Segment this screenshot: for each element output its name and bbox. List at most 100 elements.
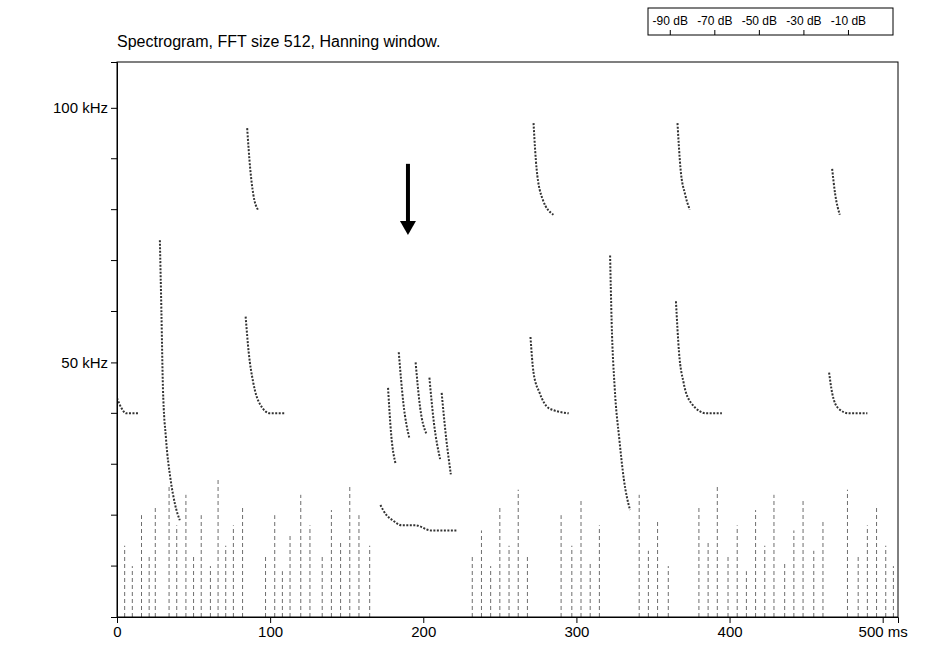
click-line	[124, 546, 125, 617]
click-line	[290, 536, 291, 617]
plot-background	[117, 62, 898, 617]
x-tick-label: 0	[113, 623, 121, 640]
click-line	[803, 500, 804, 617]
call-contour	[160, 240, 180, 520]
click-line	[737, 525, 738, 617]
y-tick: 100 kHz	[53, 99, 117, 116]
arrow-shaft	[406, 164, 410, 223]
click-line	[518, 490, 519, 617]
click-line	[755, 510, 756, 617]
click-line	[590, 561, 591, 617]
click-line	[176, 525, 177, 617]
colorbar-tick	[803, 30, 804, 35]
click-line	[233, 525, 234, 617]
call-contour	[388, 388, 396, 464]
call-contour	[832, 169, 840, 215]
click-line	[657, 520, 658, 617]
click-line	[472, 556, 473, 617]
x-axis-line	[118, 618, 899, 624]
click-line	[201, 515, 202, 617]
click-line	[309, 525, 310, 617]
click-line	[876, 505, 877, 617]
chart-svg: 0100200300400500 ms50 kHz100 kHzSpectrog…	[0, 0, 935, 646]
call-contour	[829, 373, 867, 414]
y-tick-label: 100 kHz	[53, 99, 108, 116]
click-line	[698, 505, 699, 617]
arrow	[400, 164, 416, 235]
arrow-head	[400, 221, 416, 235]
call-contour	[416, 362, 427, 433]
click-line	[149, 556, 150, 617]
click-line	[349, 485, 350, 617]
y-minor-tick	[111, 413, 117, 414]
click-line	[300, 495, 301, 617]
call-contour	[534, 123, 554, 215]
x-tick-label: 400	[718, 623, 743, 640]
click-line	[639, 495, 640, 617]
plot-frame	[117, 62, 898, 617]
click-line	[225, 546, 226, 617]
click-line	[858, 556, 859, 617]
colorbar: -90 dB-70 dB-50 dB-30 dB-10 dB	[648, 8, 893, 35]
x-tick-label: 300	[564, 623, 589, 640]
colorbar-label: -70 dB	[697, 14, 732, 28]
click-line	[746, 571, 747, 617]
click-line	[793, 530, 794, 617]
click-line	[764, 546, 765, 617]
clicks	[125, 480, 894, 617]
call-contour	[610, 255, 630, 510]
click-line	[668, 566, 669, 617]
click-line	[527, 556, 528, 617]
click-line	[581, 500, 582, 617]
call-contour	[530, 337, 568, 413]
y-minor-tick	[111, 209, 117, 210]
click-line	[822, 520, 823, 617]
click-line	[185, 495, 186, 617]
click-line	[274, 515, 275, 617]
click-line	[322, 556, 323, 617]
plot-area	[117, 123, 893, 617]
colorbar-label: -10 dB	[831, 14, 866, 28]
y-tick-label: 50 kHz	[61, 354, 108, 371]
x-tick-label: 100	[258, 623, 283, 640]
colorbar-label: -30 dB	[786, 14, 821, 28]
x-tick: 100	[258, 617, 283, 640]
click-line	[708, 541, 709, 617]
y-axis-line	[111, 63, 118, 618]
click-line	[893, 566, 894, 617]
click-line	[648, 551, 649, 617]
click-line	[813, 551, 814, 617]
click-line	[265, 556, 266, 617]
call-contour	[442, 393, 451, 474]
colorbar-tick	[714, 30, 715, 35]
click-line	[481, 530, 482, 617]
x-tick-label: 200	[411, 623, 436, 640]
click-line	[773, 495, 774, 617]
click-line	[784, 561, 785, 617]
click-line	[867, 525, 868, 617]
click-line	[490, 566, 491, 617]
y-tick-mark	[111, 362, 117, 363]
x-tick: 500 ms	[859, 617, 908, 640]
x-tick-label: 500 ms	[859, 623, 908, 640]
chart-container: 0100200300400500 ms50 kHz100 kHzSpectrog…	[0, 0, 935, 646]
x-axis: 0 100 200 300 400 500 ms	[113, 617, 907, 640]
click-line	[369, 546, 370, 617]
click-line	[358, 515, 359, 617]
click-line	[728, 556, 729, 617]
y-minor-tick	[111, 158, 117, 159]
y-minor-tick	[111, 311, 117, 312]
click-line	[340, 541, 341, 617]
click-line	[331, 510, 332, 617]
colorbar-box	[648, 8, 893, 35]
colorbar-tick	[670, 30, 671, 35]
call-contour	[676, 301, 722, 413]
y-minor-tick	[111, 260, 117, 261]
call-contour	[117, 398, 138, 413]
call-contour	[380, 505, 457, 530]
click-line	[242, 505, 243, 617]
click-line	[885, 546, 886, 617]
x-tick: 0	[113, 617, 121, 640]
y-minor-tick	[111, 515, 117, 516]
click-line	[282, 571, 283, 617]
